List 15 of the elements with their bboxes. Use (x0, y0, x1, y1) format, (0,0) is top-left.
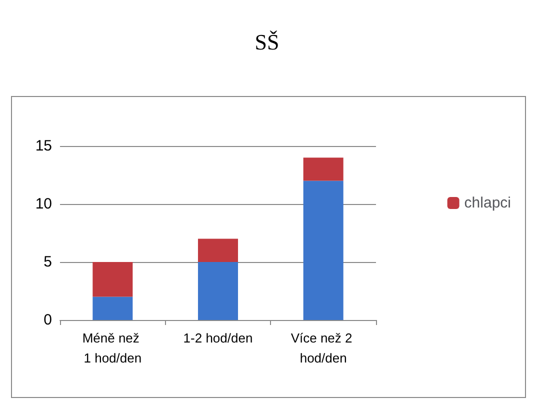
bar (198, 262, 238, 320)
bar (92, 296, 133, 320)
x-tick-label: Méně než 1 hod/den (82, 330, 144, 366)
bar (198, 238, 238, 262)
chart-title: SŠ (254, 30, 280, 54)
legend-label: chlapci (464, 194, 512, 212)
bar (303, 158, 344, 181)
x-tick-label: 1-2 hod/den (183, 330, 253, 346)
y-tick-label: 0 (44, 312, 52, 328)
y-tick-label: 5 (44, 254, 52, 270)
bar (92, 262, 133, 297)
y-tick-label: 15 (35, 138, 52, 154)
x-tick-label: Více než 2 hod/den (290, 330, 356, 366)
y-tick-label: 10 (35, 196, 52, 212)
bar (303, 180, 344, 320)
